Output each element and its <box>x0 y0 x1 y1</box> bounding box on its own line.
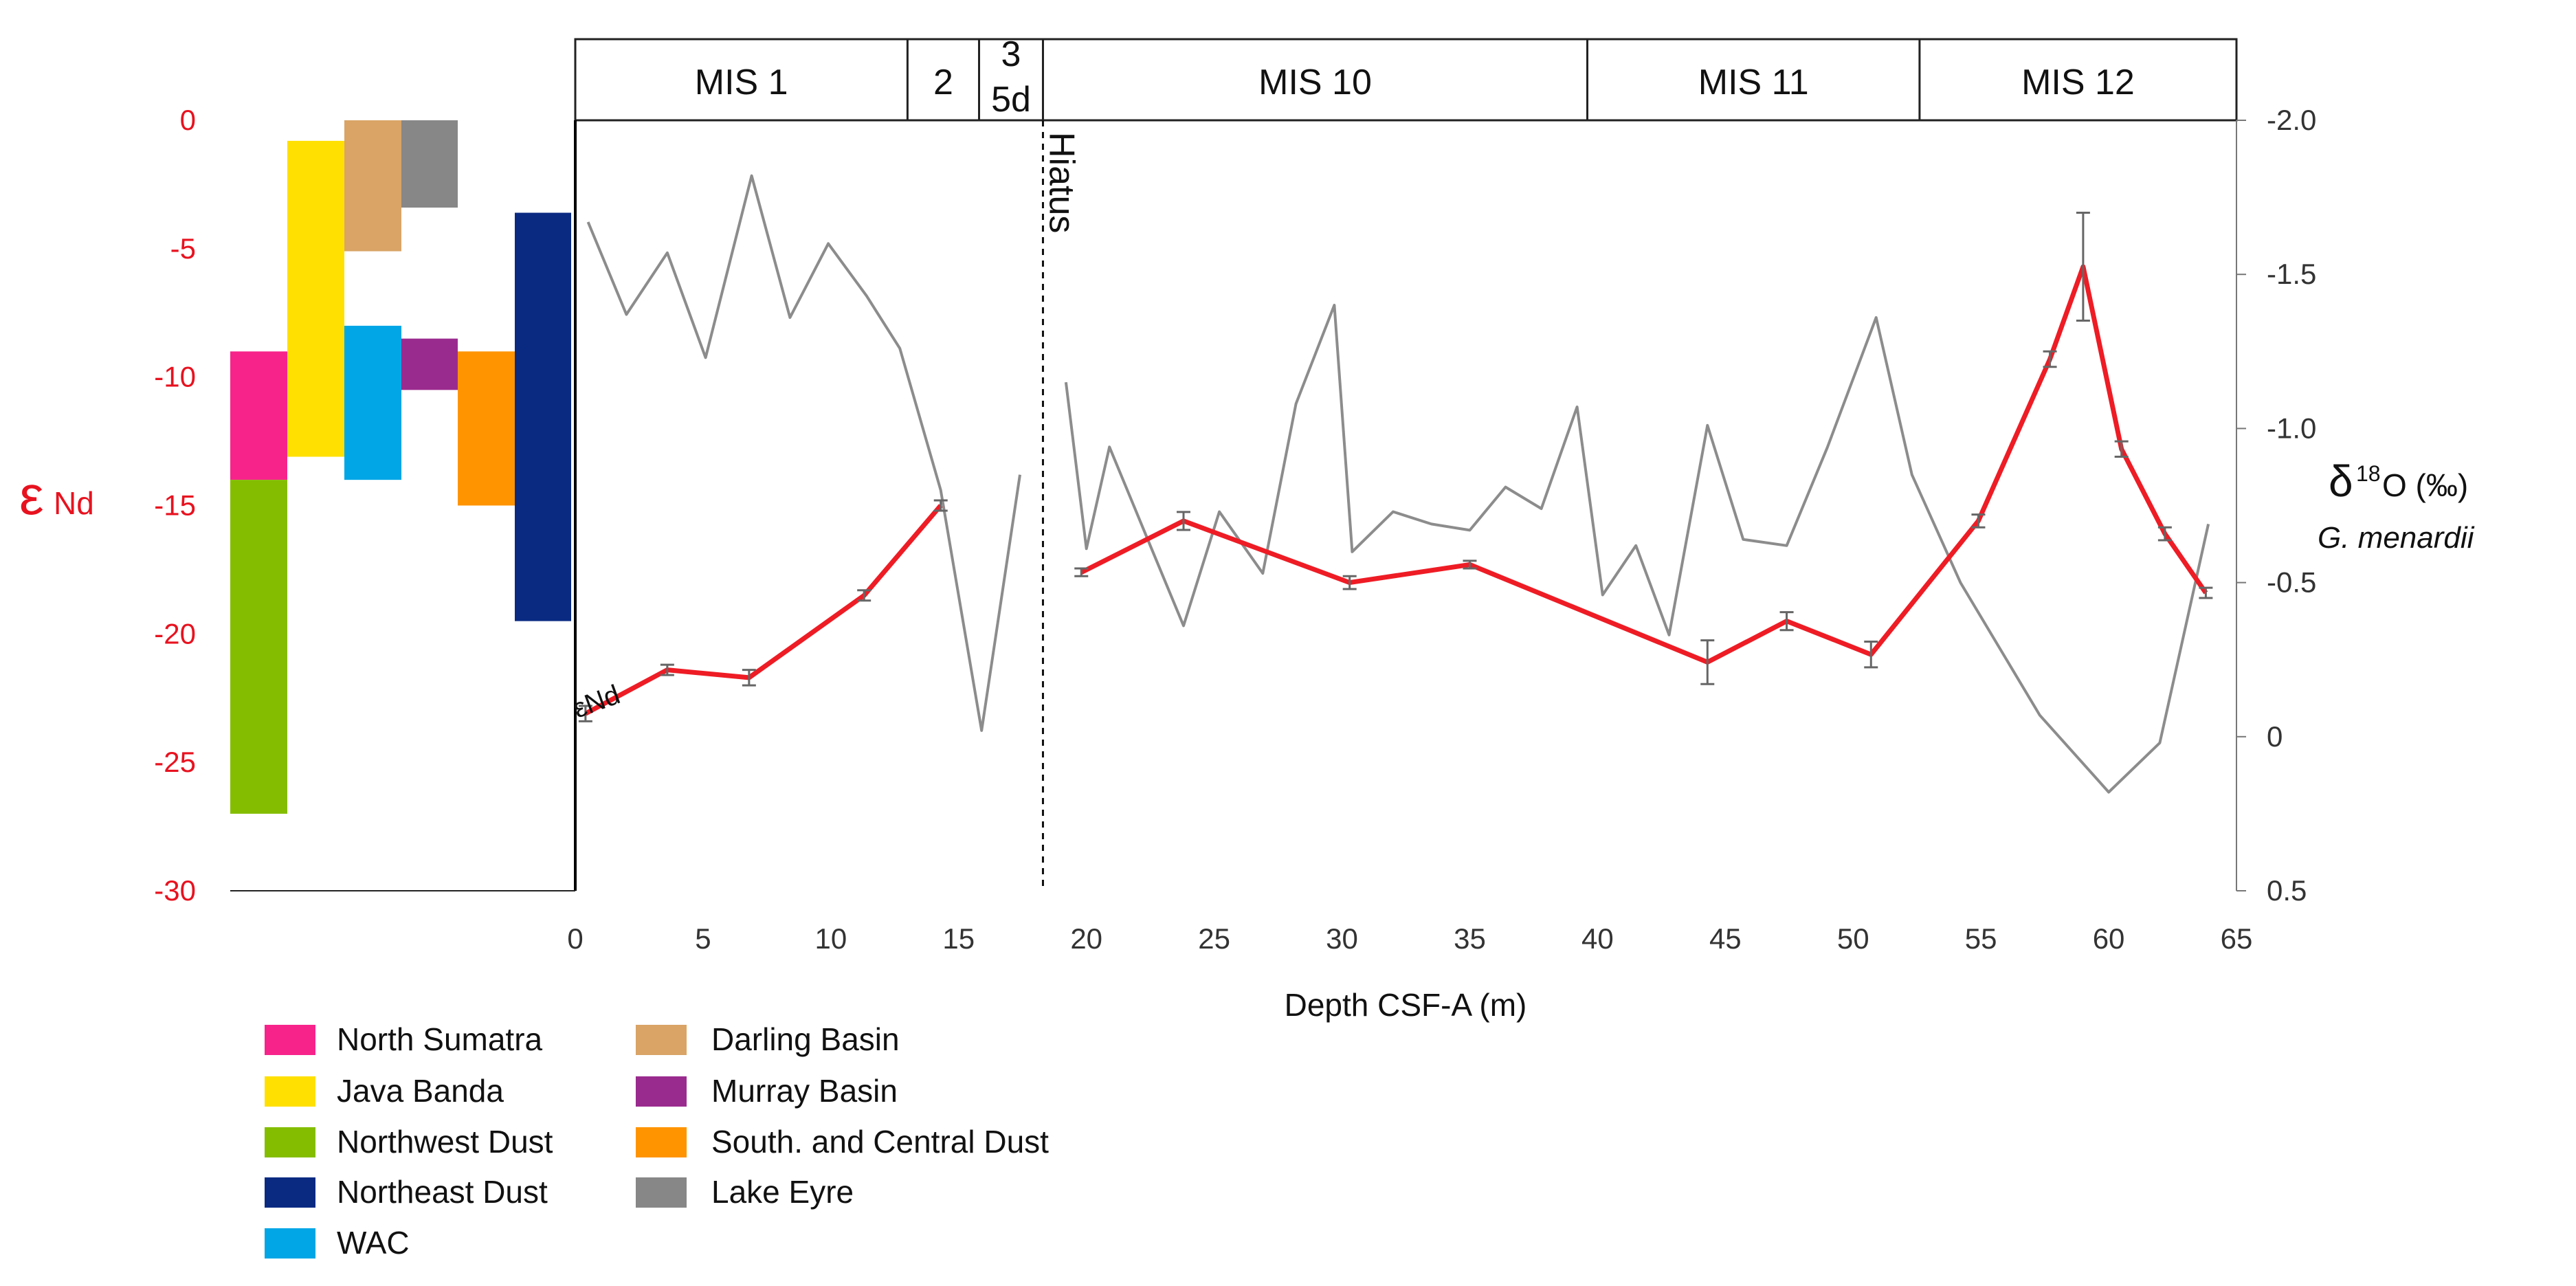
source-bar <box>287 140 344 457</box>
left-tick-label: -10 <box>154 361 196 393</box>
mis-label-secondary: 5d <box>991 80 1031 120</box>
x-tick-label: 30 <box>1326 922 1358 955</box>
left-tick-label: -30 <box>154 874 196 907</box>
source-bar <box>344 325 401 480</box>
left-axis-title-sub: Nd <box>54 485 94 521</box>
right-ticks: -2.0 -1.5 -1.0 -0.5 0 0.5 <box>2236 104 2316 907</box>
left-ticks: 0 -5 -10 -15 -20 -25 -30 <box>154 104 196 907</box>
x-tick-label: 10 <box>814 922 847 955</box>
right-axis-title: δ 18 O (‰) G. menardii <box>2318 456 2475 555</box>
right-axis-title-species: G. menardii <box>2318 521 2475 555</box>
right-tick-label: 0.5 <box>2267 874 2307 907</box>
series <box>578 174 2213 794</box>
mis-label: MIS 12 <box>2021 63 2135 102</box>
legend-swatch <box>636 1025 687 1055</box>
legend-swatch <box>265 1228 315 1259</box>
end-series-line <box>1080 264 2208 665</box>
x-tick-label: 20 <box>1070 922 1102 955</box>
legend-label: Murray Basin <box>711 1073 898 1109</box>
source-bar <box>458 351 515 506</box>
x-tick-label: 25 <box>1198 922 1230 955</box>
source-bar <box>344 120 401 252</box>
mis-label: 2 <box>933 63 953 102</box>
bottom-ticks: 0 5 10 15 20 25 30 35 40 45 50 55 60 65 <box>567 922 2252 955</box>
right-tick-label: -1.5 <box>2267 258 2316 290</box>
x-tick-label: 40 <box>1581 922 1614 955</box>
right-tick-label: -1.0 <box>2267 412 2316 444</box>
legend-label: South. and Central Dust <box>711 1124 1049 1160</box>
mis-label: MIS 10 <box>1258 63 1372 102</box>
legend-swatch <box>265 1177 315 1208</box>
legend-swatch <box>636 1076 687 1107</box>
legend-label: Darling Basin <box>711 1021 900 1057</box>
x-tick-label: 45 <box>1709 922 1742 955</box>
x-tick-label: 5 <box>695 922 711 955</box>
x-tick-label: 55 <box>1965 922 1997 955</box>
left-tick-label: -15 <box>154 489 196 522</box>
x-tick-label: 60 <box>2093 922 2125 955</box>
legend-swatch <box>265 1127 315 1157</box>
x-tick-label: 50 <box>1837 922 1869 955</box>
legend-swatch <box>265 1025 315 1055</box>
x-tick-label: 15 <box>942 922 975 955</box>
source-bars <box>230 120 571 814</box>
right-axis-title-rest: O (‰) <box>2382 467 2468 503</box>
end-series-line <box>584 504 943 716</box>
right-axis-title-delta: δ <box>2329 456 2353 506</box>
right-tick-label: -2.0 <box>2267 104 2316 136</box>
source-bar <box>230 480 287 814</box>
legend-swatch <box>636 1127 687 1157</box>
left-axis-title-main: ε <box>19 465 44 526</box>
source-bar <box>515 212 571 621</box>
legend-label: Lake Eyre <box>711 1174 854 1210</box>
legend-swatch <box>636 1177 687 1208</box>
left-tick-label: -25 <box>154 746 196 778</box>
left-axis-title: ε Nd <box>19 465 94 526</box>
d18o-series-line <box>586 174 1021 732</box>
left-tick-label: -20 <box>154 617 196 650</box>
right-tick-label: -0.5 <box>2267 566 2316 599</box>
source-bar <box>230 351 287 480</box>
legend-swatch <box>265 1076 315 1107</box>
x-axis-title: Depth CSF-A (m) <box>1285 987 1527 1023</box>
left-tick-label: 0 <box>180 104 196 136</box>
x-tick-label: 35 <box>1454 922 1486 955</box>
legend-label: North Sumatra <box>337 1021 543 1057</box>
axes: 0-5-10-15-20-25-30 -2.0-1.5-1.0-0.500.5 … <box>154 104 2316 955</box>
d18o-series-line <box>1064 304 2210 794</box>
end-series-label: εNd <box>569 680 624 724</box>
x-tick-label: 0 <box>567 922 583 955</box>
source-bar <box>401 120 458 208</box>
legend: North Sumatra Java Banda Northwest Dust Nor… <box>265 1021 1049 1261</box>
mis-label: MIS 11 <box>1698 63 1809 102</box>
left-tick-label: -5 <box>170 232 196 265</box>
mis-header-box <box>574 38 2238 122</box>
hiatus-marker: Hiatus <box>1041 120 1081 891</box>
legend-label: Northeast Dust <box>337 1174 548 1210</box>
source-bar <box>401 338 458 390</box>
mis-label: MIS 1 <box>695 63 788 102</box>
hiatus-label: Hiatus <box>1041 132 1081 233</box>
mis-label: 3 <box>1001 34 1021 74</box>
right-tick-label: 0 <box>2267 720 2283 753</box>
legend-label: Java Banda <box>337 1073 504 1109</box>
legend-label: Northwest Dust <box>337 1124 553 1160</box>
x-tick-label: 65 <box>2221 922 2253 955</box>
right-axis-title-sup: 18 <box>2356 461 2381 486</box>
legend-label: WAC <box>337 1225 410 1261</box>
